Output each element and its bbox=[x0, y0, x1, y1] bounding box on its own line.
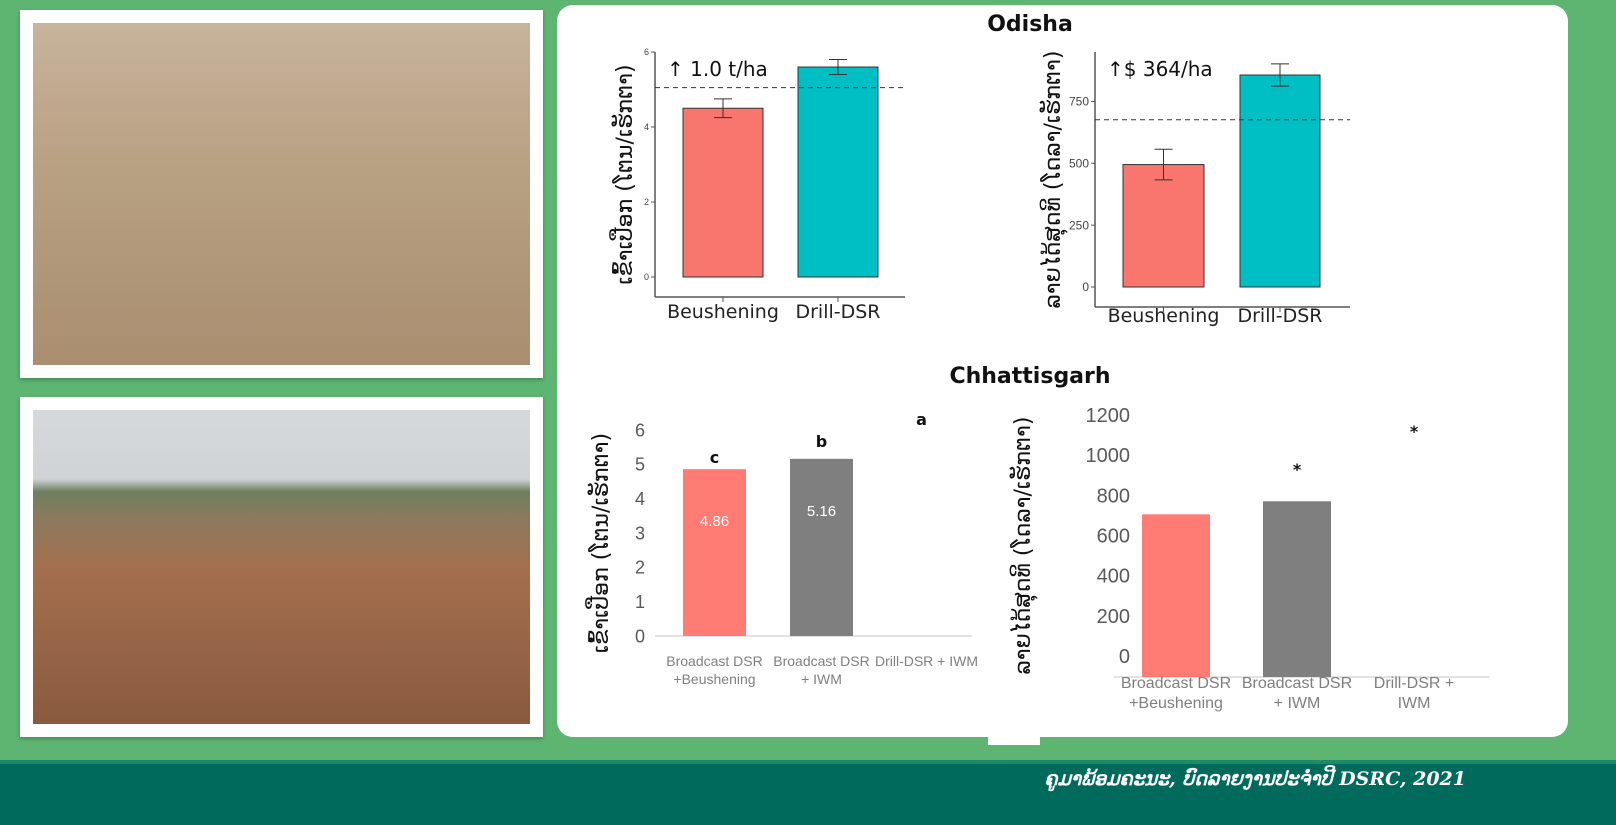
significance-label: c bbox=[710, 448, 719, 467]
y-tick-label: 250 bbox=[1069, 218, 1089, 232]
y-tick-label: 0 bbox=[644, 272, 649, 282]
y-tick-label: 600 bbox=[1097, 526, 1130, 548]
x-category-label: +Beushening bbox=[673, 671, 755, 687]
y-tick-label: 200 bbox=[1097, 606, 1130, 628]
footer-stripe bbox=[0, 760, 1616, 764]
y-tick-label: 400 bbox=[1097, 566, 1130, 588]
x-category-label: Drill-DSR + IWM bbox=[875, 653, 978, 669]
x-category-label: Beushening bbox=[667, 301, 779, 323]
x-category-label: Drill-DSR bbox=[795, 301, 880, 323]
x-category-label: IWM bbox=[1398, 695, 1431, 712]
x-category-label: + IWM bbox=[801, 671, 842, 687]
gain-annotation: ↑ 1.0 t/ha bbox=[667, 57, 768, 81]
y-tick-label: 500 bbox=[1069, 157, 1089, 171]
photo-image bbox=[33, 23, 530, 365]
significance-label: * bbox=[1293, 460, 1302, 479]
y-tick-label: 6 bbox=[644, 47, 649, 57]
y-axis-label: ລາຍໄດ້ສຸດທິ (ໂດລາ/ເຮັກຕາ) bbox=[1040, 51, 1068, 309]
bar-broadcast-dsr-iwm bbox=[1263, 501, 1331, 677]
y-tick-label: 750 bbox=[1069, 95, 1089, 109]
significance-label: a bbox=[916, 410, 927, 429]
y-tick-label: 1 bbox=[635, 592, 645, 612]
y-tick-label: 800 bbox=[1097, 485, 1130, 507]
significance-label: * bbox=[1410, 422, 1419, 441]
bar-drill-dsr bbox=[1239, 74, 1321, 288]
footer-citation: ຄູມາພ້ອມຄະນະ, ບົດລາຍງານປະຈຳປີ DSRC, 2021 bbox=[1044, 768, 1467, 790]
photo-drill-seeder-chhattisgarh bbox=[20, 397, 543, 737]
x-category-label: Broadcast DSR bbox=[1242, 675, 1352, 692]
footer-bar bbox=[0, 760, 1616, 825]
bar-beushening bbox=[682, 107, 764, 278]
photo-drill-seeder-odisha bbox=[20, 10, 543, 378]
y-tick-label: 0 bbox=[635, 626, 645, 646]
bar-broadcast-dsr-beushening bbox=[683, 469, 746, 636]
significance-label: b bbox=[816, 432, 827, 451]
panel-notch bbox=[988, 737, 1040, 745]
y-tick-label: 0 bbox=[1119, 646, 1130, 668]
x-category-label: Drill-DSR bbox=[1237, 305, 1322, 327]
region-title-chhattisgarh: Chhattisgarh bbox=[949, 364, 1111, 389]
x-category-label: Drill-DSR + bbox=[1374, 675, 1454, 692]
photo-image bbox=[33, 410, 530, 724]
y-tick-label: 4 bbox=[644, 122, 649, 132]
region-title-odisha: Odisha bbox=[987, 12, 1073, 37]
y-axis-label: ເຂົ້າເປືອກ (ໂຕນ/ເຮັກຕາ) bbox=[585, 433, 614, 653]
y-tick-label: 1200 bbox=[1086, 405, 1131, 427]
y-axis-label: ລາຍໄດ້ສຸດທິ (ໂດລາ/ເຮັກຕາ) bbox=[1010, 417, 1038, 675]
bar-drill-dsr bbox=[797, 66, 879, 278]
x-category-label: Broadcast DSR bbox=[1121, 675, 1231, 692]
data-label: 5.16 bbox=[807, 503, 836, 520]
y-tick-label: 2 bbox=[635, 558, 645, 578]
y-tick-label: 2 bbox=[644, 197, 649, 207]
data-label: 4.86 bbox=[700, 513, 729, 530]
y-tick-label: 3 bbox=[635, 523, 645, 543]
x-category-label: Broadcast DSR bbox=[666, 653, 762, 669]
y-tick-label: 4 bbox=[635, 489, 645, 509]
bar-broadcast-dsr-iwm bbox=[790, 458, 853, 636]
x-category-label: + IWM bbox=[1274, 695, 1321, 712]
y-tick-label: 1000 bbox=[1086, 445, 1131, 467]
x-category-label: Broadcast DSR bbox=[773, 653, 869, 669]
y-tick-label: 6 bbox=[635, 420, 645, 440]
y-tick-label: 0 bbox=[1082, 280, 1089, 294]
y-axis-label: ເຂົ້າເປືອກ (ໂຕນ/ເຮັກຕາ) bbox=[609, 64, 638, 284]
x-category-label: +Beushening bbox=[1129, 695, 1223, 712]
y-tick-label: 5 bbox=[635, 455, 645, 475]
bar-broadcast-dsr-beushening bbox=[1142, 514, 1210, 677]
x-category-label: Beushening bbox=[1108, 305, 1220, 327]
bar-beushening bbox=[1122, 164, 1205, 288]
gain-annotation: ↑$ 364/ha bbox=[1107, 57, 1213, 81]
